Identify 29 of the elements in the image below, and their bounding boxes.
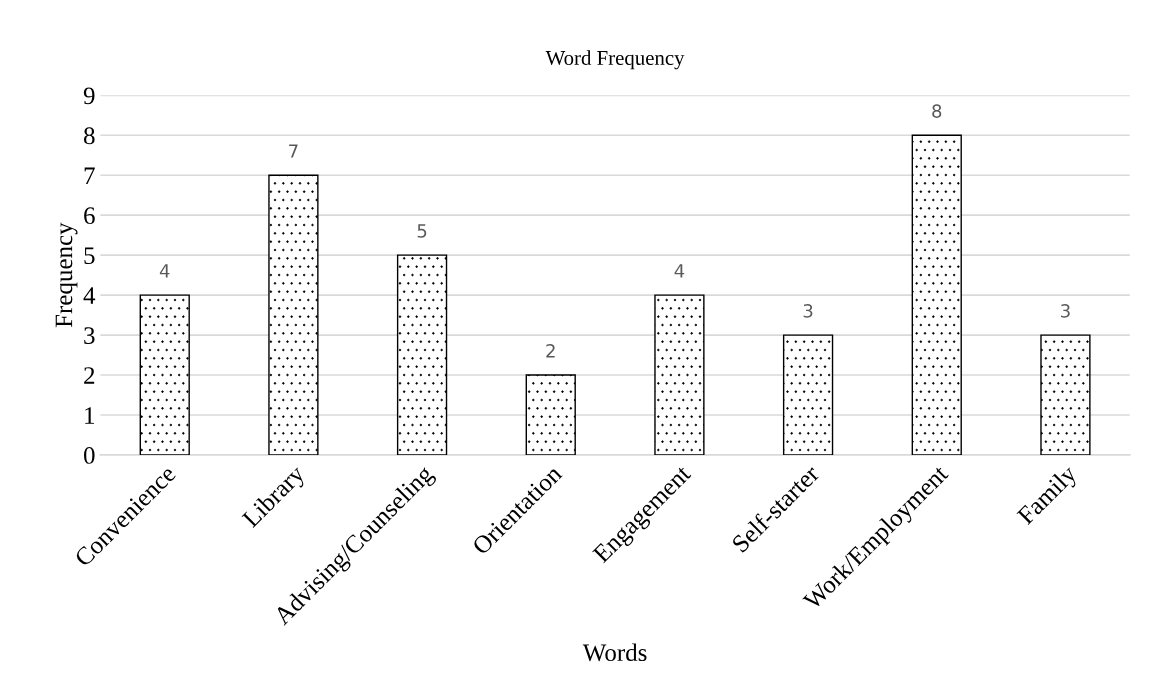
y-tick-label: 8 bbox=[83, 127, 95, 145]
y-tick-label: 4 bbox=[83, 287, 96, 304]
bar bbox=[654, 294, 705, 455]
y-axis-title: Frequency bbox=[55, 222, 78, 328]
bar bbox=[139, 294, 190, 455]
y-tick-label: 5 bbox=[84, 247, 95, 265]
bar bbox=[782, 334, 834, 455]
bar bbox=[525, 374, 576, 455]
bar bbox=[268, 174, 319, 455]
y-tick-label: 7 bbox=[84, 167, 95, 184]
y-tick-label: 9 bbox=[83, 87, 95, 105]
y-tick-label: 6 bbox=[84, 207, 95, 225]
bar bbox=[1040, 334, 1091, 455]
chart-title: Word Frequency bbox=[545, 50, 685, 70]
data-label: 8 bbox=[932, 104, 942, 118]
y-tick-label: 1 bbox=[85, 407, 95, 424]
y-tick-label: 3 bbox=[84, 327, 95, 344]
data-label: 4 bbox=[159, 264, 170, 278]
data-label: 5 bbox=[417, 224, 427, 238]
x-axis-title: Words bbox=[582, 643, 647, 662]
bar bbox=[396, 254, 448, 455]
y-tick-label: 2 bbox=[84, 367, 95, 384]
data-label: 4 bbox=[674, 264, 685, 278]
data-label: 3 bbox=[1061, 304, 1070, 318]
y-tick-label: 0 bbox=[83, 447, 95, 464]
bar bbox=[911, 134, 962, 455]
data-label: 7 bbox=[289, 144, 298, 158]
data-label: 3 bbox=[803, 304, 813, 318]
data-label: 2 bbox=[546, 343, 555, 358]
